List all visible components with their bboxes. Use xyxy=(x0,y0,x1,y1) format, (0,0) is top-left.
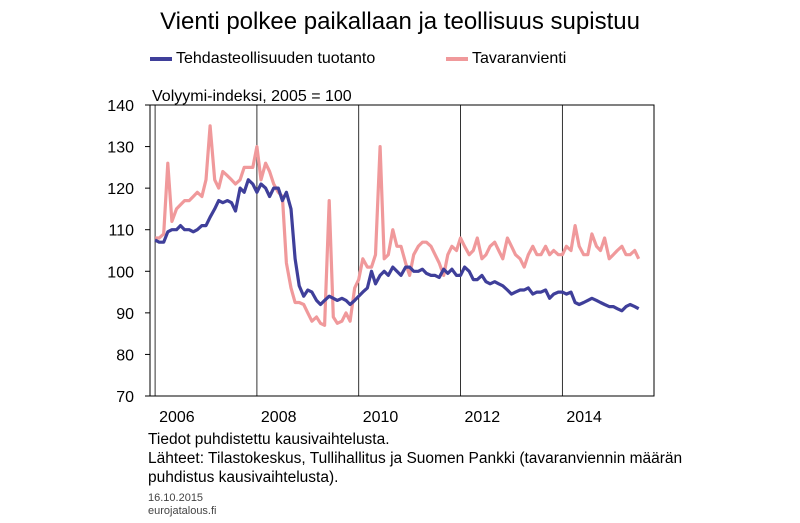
note-seasonal: Tiedot puhdistettu kausivaihtelusta. xyxy=(148,431,390,448)
y-tick-label: 100 xyxy=(107,264,134,281)
y-tick-label: 80 xyxy=(116,347,134,364)
y-axis-unit-label: Volyymi-indeksi, 2005 = 100 xyxy=(152,88,352,105)
y-tick-label: 110 xyxy=(108,223,134,240)
footer-date: 16.10.2015 xyxy=(148,492,204,504)
x-tick-label: 2010 xyxy=(363,409,399,426)
legend-item-production: Tehdasteollisuuden tuotanto xyxy=(150,50,375,68)
x-tick-label: 2006 xyxy=(159,409,195,426)
x-tick-label: 2008 xyxy=(261,409,297,426)
y-tick-label: 120 xyxy=(107,181,134,198)
legend-label-production: Tehdasteollisuuden tuotanto xyxy=(176,50,376,67)
y-tick-label: 70 xyxy=(116,389,134,406)
legend-swatch-production xyxy=(150,57,172,61)
series-line-exports xyxy=(155,124,641,327)
legend-label-exports: Tavaranvienti xyxy=(472,50,567,67)
y-tick-label: 140 xyxy=(107,98,134,115)
legend-item-exports: Tavaranvienti xyxy=(446,50,566,68)
note-sources: Lähteet: Tilastokeskus, Tullihallitus ja… xyxy=(148,450,683,486)
legend-swatch-exports xyxy=(446,57,468,61)
y-tick-label: 130 xyxy=(107,140,134,157)
series-line-production xyxy=(154,178,640,313)
chart-title: Vienti polkee paikallaan ja teollisuus s… xyxy=(160,8,640,35)
x-tick-label: 2012 xyxy=(465,409,501,426)
footer-site: eurojatalous.fi xyxy=(148,505,217,517)
x-tick-label: 2014 xyxy=(566,409,602,426)
y-tick-label: 90 xyxy=(116,306,134,323)
plot-frame xyxy=(149,104,655,397)
